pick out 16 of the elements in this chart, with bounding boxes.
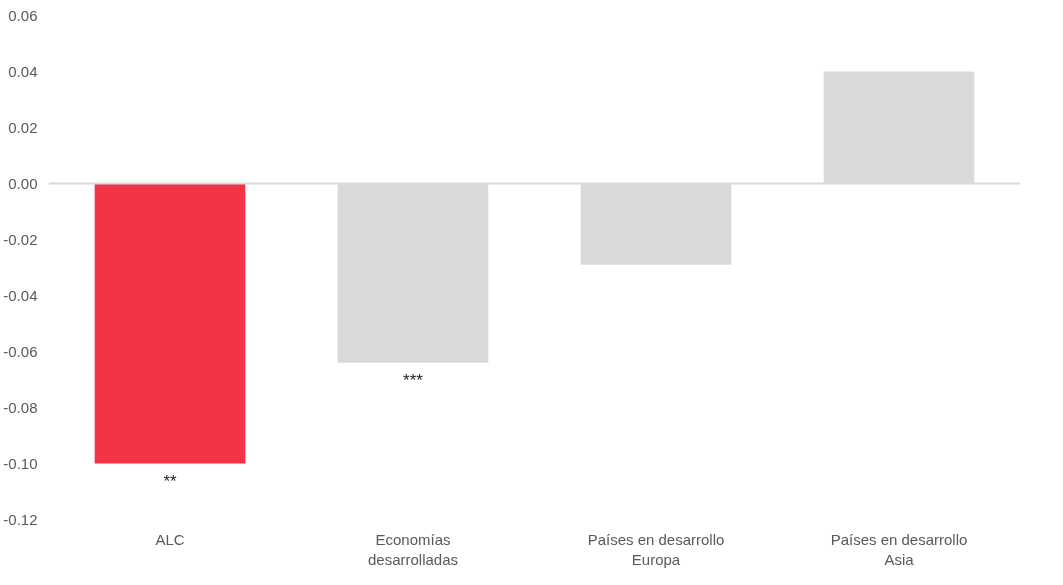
y-tick-label: -0.08 [3, 398, 38, 416]
y-tick-label: -0.06 [3, 342, 38, 360]
x-tick-label: Economías desarrolladas [367, 530, 459, 568]
annotation: *** [403, 370, 424, 390]
y-tick-label: -0.10 [3, 454, 38, 472]
x-tick-label: Países en desarrollo Europa [587, 530, 725, 568]
x-tick-label: Países en desarrollo Asia [830, 530, 968, 568]
y-tick-label: 0.00 [8, 174, 38, 192]
annotation: ** [163, 471, 177, 491]
y-tick-label: 0.06 [8, 6, 38, 24]
y-tick-label: -0.12 [3, 510, 38, 528]
y-tick-label: 0.02 [8, 118, 38, 136]
y-tick-label: -0.02 [3, 230, 38, 248]
y-tick-label: 0.04 [8, 62, 38, 80]
y-tick-label: -0.04 [3, 286, 38, 304]
x-tick-label: ALC [155, 530, 185, 548]
